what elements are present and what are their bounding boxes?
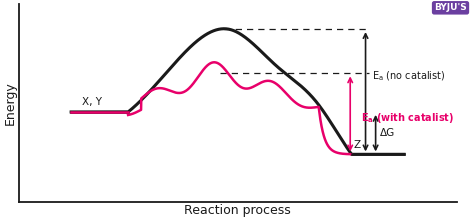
Text: $\mathregular{E_a}$ (no catalist): $\mathregular{E_a}$ (no catalist) xyxy=(372,70,446,83)
X-axis label: Reaction process: Reaction process xyxy=(184,204,291,217)
Text: ΔG: ΔG xyxy=(380,128,395,138)
Text: Z: Z xyxy=(354,141,361,151)
Text: BYJU'S: BYJU'S xyxy=(434,3,467,12)
Text: $\mathregular{E_a}$ (with catalist): $\mathregular{E_a}$ (with catalist) xyxy=(361,111,455,125)
Y-axis label: Energy: Energy xyxy=(4,81,17,125)
Text: X, Y: X, Y xyxy=(82,97,102,107)
